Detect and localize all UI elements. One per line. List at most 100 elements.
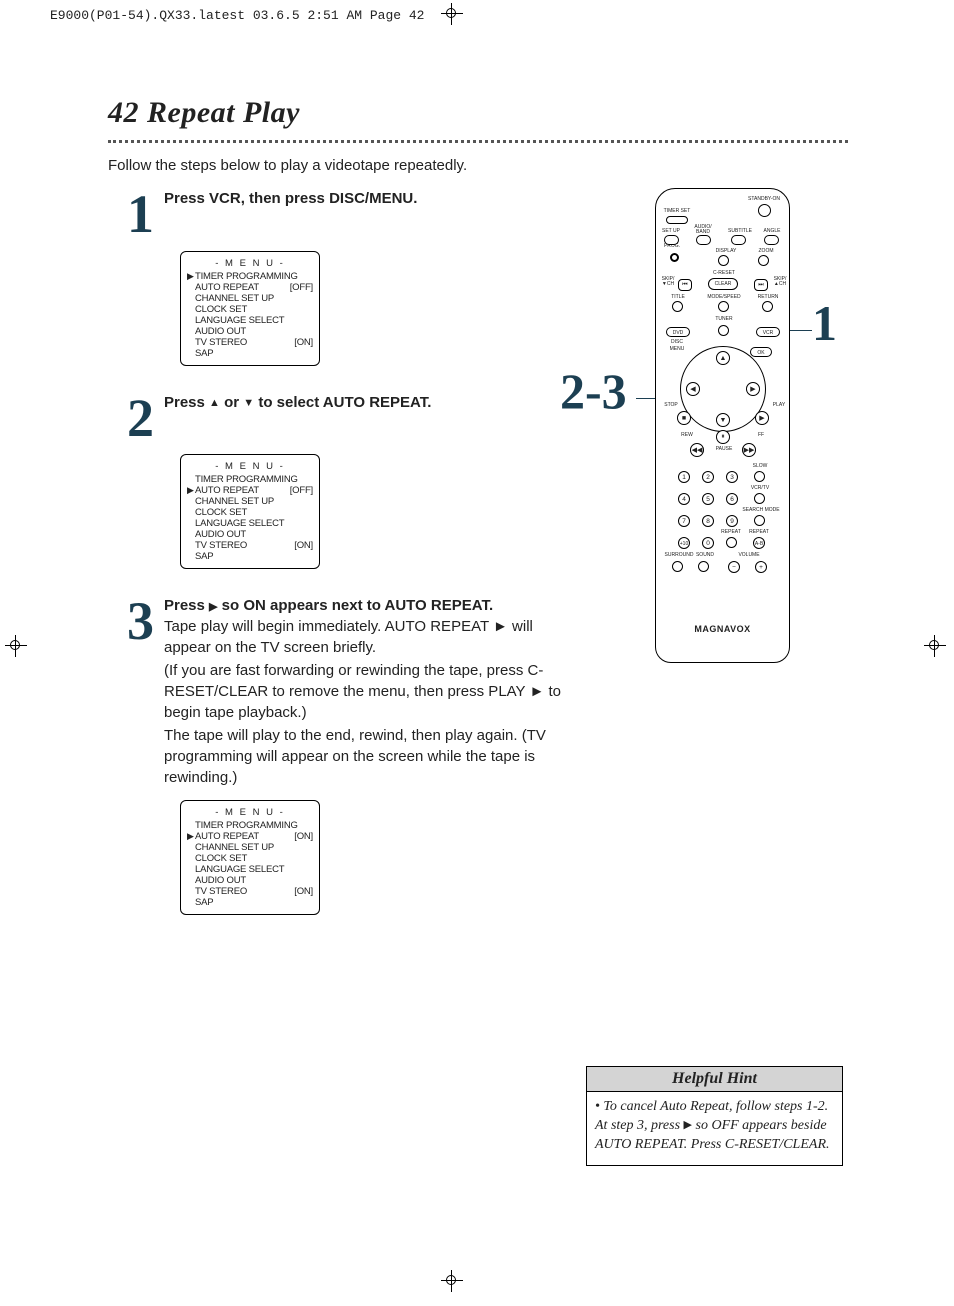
label: VOLUME: [734, 553, 764, 558]
round-button: [718, 301, 729, 312]
num-5: 5: [702, 493, 714, 505]
label: SUBTITLE: [726, 229, 754, 234]
label: STANDBY-ON: [742, 197, 786, 202]
nav-down: ▼: [716, 413, 730, 427]
helpful-hint-box: Helpful Hint • To cancel Auto Repeat, fo…: [586, 1066, 843, 1166]
tuner-button: [718, 325, 729, 336]
down-triangle-icon: ▼: [243, 397, 254, 409]
ab-button: A-B: [753, 537, 765, 549]
label: SEARCH MODE: [742, 508, 780, 513]
label: TIMER SET: [662, 209, 692, 214]
step-number: 3: [108, 597, 154, 646]
play-button: ▶: [755, 411, 769, 425]
label: SET UP: [660, 229, 682, 234]
step-heading: Press ▶ so ON appears next to AUTO REPEA…: [164, 597, 564, 614]
ff-button: ▶▶: [742, 443, 756, 457]
divider: [108, 140, 848, 143]
step-text: The tape will play to the end, rewind, t…: [164, 725, 564, 788]
label: SLOW: [750, 464, 770, 469]
nav-left: ◀: [686, 382, 700, 396]
slow-button: [754, 471, 765, 482]
vcrtv-button: [754, 493, 765, 504]
menu-screenshot-3: - M E N U -TIMER PROGRAMMING▶AUTO REPEAT…: [180, 800, 320, 915]
label: TITLE: [668, 295, 688, 300]
rew-button: ◀◀: [690, 443, 704, 457]
round-button: [762, 301, 773, 312]
text: Press: [164, 394, 209, 411]
callout-2-3: 2-3: [560, 366, 627, 416]
label: FF: [754, 433, 768, 438]
skip-up-button: ⏭: [754, 279, 768, 291]
nav-right: ▶: [746, 382, 760, 396]
num-7: 7: [678, 515, 690, 527]
label: DISPLAY: [712, 249, 740, 254]
menu-screenshot-2: - M E N U -TIMER PROGRAMMING▶AUTO REPEAT…: [180, 454, 320, 569]
up-triangle-icon: ▲: [209, 397, 220, 409]
label: RETURN: [754, 295, 782, 300]
text: to select AUTO REPEAT.: [254, 394, 431, 411]
label: REPEAT: [718, 530, 744, 535]
step-text: Tape play will begin immediately. AUTO R…: [164, 616, 564, 658]
oval-button: [664, 235, 679, 245]
label: PAUSE: [712, 447, 736, 452]
right-triangle-icon: ▶: [684, 1118, 692, 1133]
num-6: 6: [726, 493, 738, 505]
round-button: [672, 301, 683, 312]
nav-up: ▲: [716, 351, 730, 365]
dvd-button: DVD: [666, 327, 690, 337]
round-button: [758, 255, 769, 266]
timerset-button: [666, 216, 688, 224]
label: ANGLE: [760, 229, 784, 234]
oval-button: [696, 235, 711, 245]
text: Press: [164, 597, 209, 614]
plus10: +10: [678, 537, 690, 549]
vol-up: +: [755, 561, 767, 573]
print-header: E9000(P01-54).QX33.latest 03.6.5 2:51 AM…: [0, 0, 954, 31]
num-2: 2: [702, 471, 714, 483]
step-heading: Press VCR, then press DISC/MENU.: [164, 190, 564, 207]
step-number: 1: [108, 190, 154, 239]
label: SKIP/ ▼CH: [658, 277, 678, 287]
step-number: 2: [108, 394, 154, 443]
text: or: [220, 394, 243, 411]
crop-mark: [441, 1270, 463, 1292]
num-4: 4: [678, 493, 690, 505]
crop-mark: [924, 635, 946, 657]
surround-button: [672, 561, 683, 572]
intro-text: Follow the steps below to play a videota…: [108, 157, 848, 174]
step-text: (If you are fast forwarding or rewinding…: [164, 660, 564, 723]
step-heading: Press ▲ or ▼ to select AUTO REPEAT.: [164, 394, 564, 411]
round-button: [718, 255, 729, 266]
label: TUNER: [712, 317, 736, 322]
label: MODE/SPEED: [704, 295, 744, 300]
label: PLAY: [770, 403, 788, 408]
stop-button: ■: [677, 411, 691, 425]
page-title: 42 Repeat Play: [108, 96, 848, 130]
label: MENU: [668, 347, 686, 352]
crop-mark: [5, 635, 27, 657]
num-0: 0: [702, 537, 714, 549]
callout-1: 1: [812, 298, 837, 348]
num-3: 3: [726, 471, 738, 483]
label: C-RESET: [708, 271, 740, 276]
repeat-button: [726, 537, 737, 548]
pause-button: ⏸: [716, 430, 730, 444]
crop-mark: [441, 3, 463, 25]
label: VCR/TV: [748, 486, 772, 491]
right-triangle-icon: ▶: [209, 600, 217, 613]
num-9: 9: [726, 515, 738, 527]
sound-button: [698, 561, 709, 572]
label: DISC: [668, 340, 686, 345]
menu-screenshot-1: - M E N U -▶TIMER PROGRAMMINGAUTO REPEAT…: [180, 251, 320, 366]
search-button: [754, 515, 765, 526]
clear-button: CLEAR: [708, 278, 738, 290]
label: AUDIO/ BAND: [692, 225, 714, 235]
hint-title: Helpful Hint: [587, 1067, 842, 1092]
label: SURROUND: [664, 553, 694, 558]
ok-button: OK: [750, 347, 772, 357]
text: so ON appears next to AUTO REPEAT.: [218, 597, 494, 614]
num-8: 8: [702, 515, 714, 527]
label: REPEAT: [746, 530, 772, 535]
standby-ring: [758, 204, 771, 217]
skip-down-button: ⏮: [678, 279, 692, 291]
